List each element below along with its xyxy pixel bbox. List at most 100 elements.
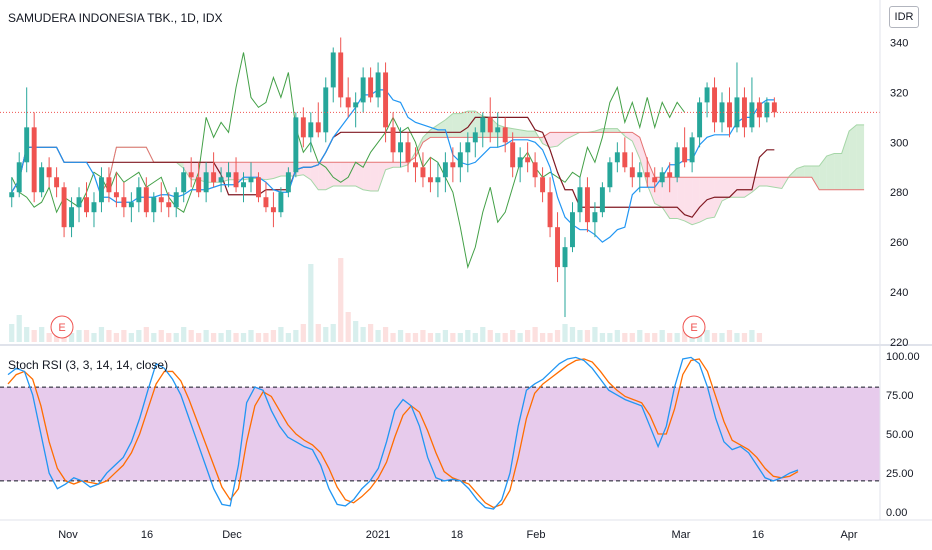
candle-body <box>667 172 673 178</box>
currency-selector[interactable]: IDR <box>889 6 919 28</box>
ichimoku-cloud-segment <box>804 166 812 178</box>
ichimoku-cloud-segment <box>303 162 311 180</box>
candle-body <box>285 172 291 193</box>
ichimoku-cloud-segment <box>624 132 633 142</box>
ichimoku-cloud-segment <box>527 131 536 138</box>
volume-bar <box>368 324 374 342</box>
candle-body <box>158 197 164 203</box>
candle-body <box>338 52 344 98</box>
candle-body <box>697 102 703 138</box>
earnings-marker <box>682 315 706 339</box>
time-tick-label: Apr <box>840 529 857 541</box>
price-tick-label: 260 <box>890 237 908 249</box>
candle-body <box>76 197 82 208</box>
candle-body <box>315 122 321 133</box>
candle-body <box>330 52 336 88</box>
volume-bar <box>106 330 112 342</box>
volume-bar <box>592 327 598 342</box>
volume-bar <box>173 333 179 342</box>
ichimoku-cloud-segment <box>819 156 827 190</box>
candle-body <box>128 202 134 208</box>
candle-body <box>218 177 224 183</box>
ichimoku-cloud-segment <box>393 162 401 168</box>
candle-body <box>547 192 553 228</box>
candle-body <box>682 147 688 163</box>
ichimoku-cloud-segment <box>557 132 566 147</box>
ichimoku-cloud-segment <box>669 177 678 219</box>
volume-bar <box>465 330 471 342</box>
ichimoku-cloud-segment <box>520 129 528 138</box>
candle-body <box>353 102 359 108</box>
volume-bar <box>188 330 194 342</box>
ichimoku-cloud-segment <box>378 162 386 191</box>
candle-body <box>420 167 426 178</box>
volume-bar <box>734 333 740 342</box>
candle-body <box>248 177 254 183</box>
candle-body <box>413 162 418 168</box>
volume-bar <box>472 333 478 342</box>
earnings-marker <box>50 315 74 339</box>
candle-body <box>465 142 471 153</box>
ichimoku-cloud-segment <box>363 162 371 191</box>
ichimoku-cloud-segment <box>692 177 700 225</box>
ichimoku-cloud-segment <box>370 162 379 191</box>
volume-bar <box>278 327 284 342</box>
stoch-tick-label: 0.00 <box>886 507 907 519</box>
volume-bar <box>696 333 703 342</box>
stoch-tick-label: 50.00 <box>886 429 914 441</box>
volume-bar <box>510 330 516 342</box>
candle-body <box>622 152 628 168</box>
volume-bar <box>517 333 523 342</box>
candle-body <box>756 102 762 118</box>
volume-bar <box>240 333 247 342</box>
ichimoku-cloud-segment <box>258 162 266 180</box>
candle-body <box>644 172 650 178</box>
candle-body <box>360 77 366 103</box>
candle-body <box>31 127 37 193</box>
candle-body <box>39 167 45 193</box>
candle-body <box>614 152 620 163</box>
candle-body <box>121 197 127 208</box>
candle-body <box>771 102 777 113</box>
candle-body <box>24 127 30 163</box>
candle-body <box>480 117 486 133</box>
candle-body <box>637 172 643 178</box>
volume-bar <box>599 333 606 342</box>
ichimoku-cloud-segment <box>550 132 558 148</box>
stoch-band <box>0 387 880 481</box>
volume-bar <box>704 330 710 342</box>
candle-body <box>278 192 284 213</box>
ichimoku-cloud-segment <box>460 111 468 138</box>
volume-bar <box>24 327 30 342</box>
candle-body <box>457 152 463 168</box>
candle-body <box>98 177 104 203</box>
candle-body <box>525 157 531 163</box>
stoch-rsi-pane[interactable] <box>0 356 880 510</box>
volume-bar <box>338 258 344 342</box>
candle-body <box>233 172 239 188</box>
volume-bar <box>203 330 209 342</box>
volume-bar <box>121 330 127 342</box>
candle-body <box>495 127 501 133</box>
indicator-label: Stoch RSI (3, 3, 14, 14, close) <box>8 358 168 372</box>
ichimoku-cloud-segment <box>415 137 423 158</box>
volume-bar <box>151 333 157 342</box>
volume-bar <box>539 333 546 342</box>
volume-bar <box>726 330 733 342</box>
volume-bar <box>263 333 269 342</box>
candle-body <box>181 172 187 193</box>
candle-body <box>188 172 194 178</box>
volume-bar <box>412 333 419 342</box>
volume-bar <box>83 330 90 342</box>
ichimoku-cloud-segment <box>310 162 319 190</box>
candle-body <box>256 177 261 198</box>
ichimoku-cloud-segment <box>467 111 476 138</box>
ichimoku-cloud-segment <box>684 177 693 225</box>
candle-body <box>241 182 246 188</box>
volume-bar <box>39 327 45 342</box>
volume-bar <box>756 333 763 342</box>
volume-bar <box>225 330 232 342</box>
